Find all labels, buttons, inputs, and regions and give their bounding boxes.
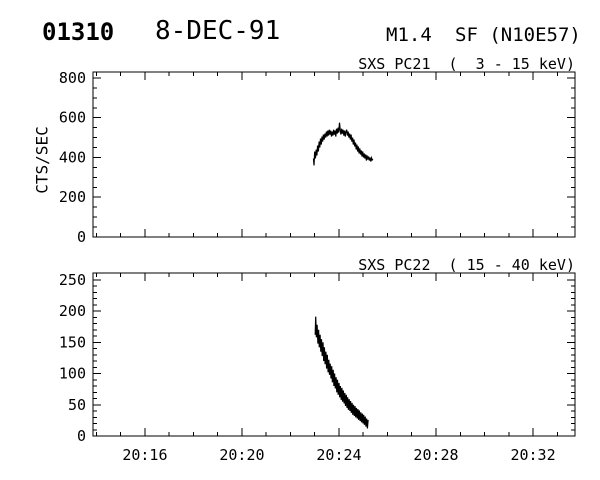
y-tick-label: 200 xyxy=(59,188,86,206)
y-tick-label: 200 xyxy=(59,302,86,320)
top-panel-title: SXS PC21 ( 3 - 15 keV) xyxy=(358,55,575,73)
y-tick-label: 600 xyxy=(59,109,86,127)
y-tick-label: 50 xyxy=(68,396,86,414)
y-tick-label: 250 xyxy=(59,271,86,289)
x-tick-label: 20:28 xyxy=(413,446,458,464)
flare-type-location: SF (N10E57) xyxy=(455,24,581,46)
data-series-pc21 xyxy=(312,122,374,166)
event-date: 8-DEC-91 xyxy=(155,16,281,46)
y-tick-label: 0 xyxy=(77,228,86,246)
y-tick-label: 150 xyxy=(59,333,86,351)
goes-class: M1.4 xyxy=(386,24,432,46)
y-tick-label: 800 xyxy=(59,69,86,87)
bottom-panel-title: SXS PC22 ( 15 - 40 keV) xyxy=(358,256,575,274)
y-tick-label: 0 xyxy=(77,427,86,445)
x-tick-label: 20:32 xyxy=(510,446,555,464)
x-tick-label: 20:16 xyxy=(122,446,167,464)
data-series-pc22 xyxy=(314,316,369,429)
event-number: 01310 xyxy=(42,18,115,46)
panel-box xyxy=(92,71,576,238)
x-tick-label: 20:24 xyxy=(316,446,361,464)
panel-box xyxy=(92,272,576,437)
y-tick-label: 400 xyxy=(59,148,86,166)
y-tick-label: 100 xyxy=(59,365,86,383)
x-tick-label: 20:20 xyxy=(219,446,264,464)
